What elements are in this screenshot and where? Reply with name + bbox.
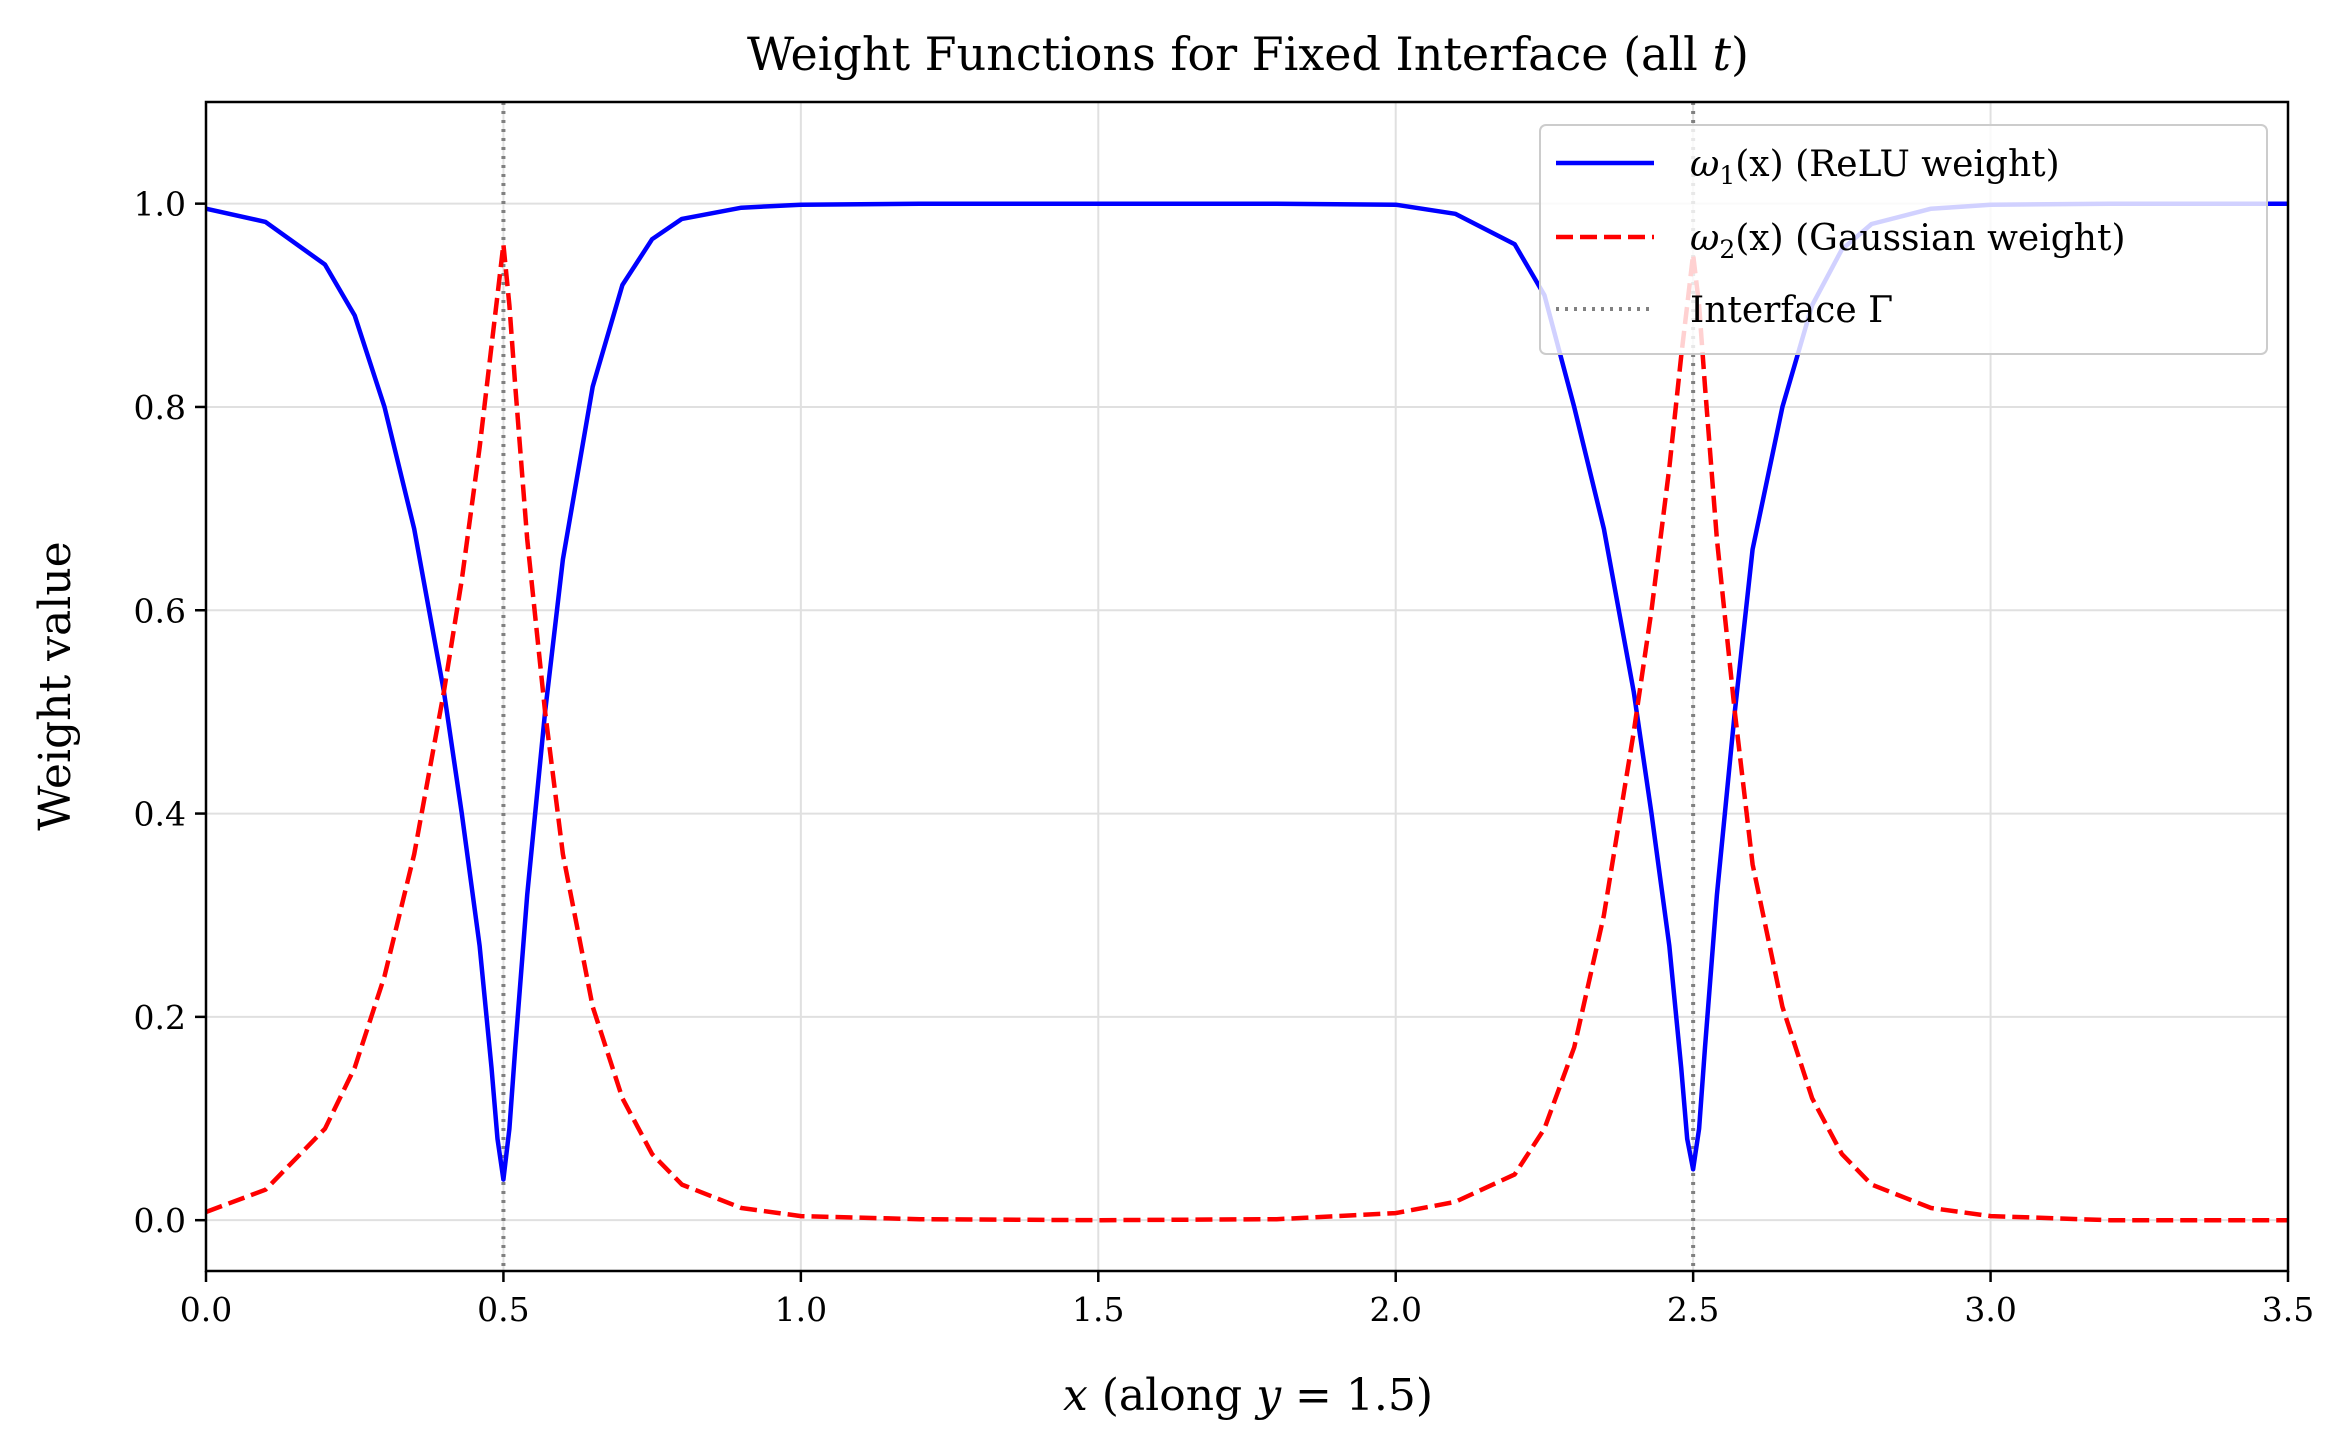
x-tick-label: 3.0 xyxy=(1964,1290,2016,1329)
legend-entry-interface: Interface Γ xyxy=(1556,290,1893,331)
legend: ω1(x) (ReLU weight) ω2(x) (Gaussian weig… xyxy=(1539,124,2268,355)
y-tick-label: 0.4 xyxy=(134,795,186,834)
y-tick-label: 0.8 xyxy=(134,388,186,427)
x-axis-title: x (along y = 1.5) xyxy=(1063,1370,1433,1421)
x-tick-label: 1.0 xyxy=(775,1290,827,1329)
x-tick-label: 2.0 xyxy=(1369,1290,1421,1329)
legend-entry-relu: ω1(x) (ReLU weight) xyxy=(1556,144,2060,190)
y-axis-title: Weight value xyxy=(30,541,81,830)
relu-weight-line xyxy=(205,201,2288,1182)
y-tick-label: 0.0 xyxy=(134,1201,186,1240)
x-tick-label: 0.0 xyxy=(180,1290,232,1329)
plot-frame xyxy=(204,100,2290,1273)
legend-label-gaussian: ω2(x) (Gaussian weight) xyxy=(1690,218,2126,264)
y-tick-label: 0.2 xyxy=(134,998,186,1037)
legend-entry-gaussian: ω2(x) (Gaussian weight) xyxy=(1556,218,2126,264)
chart-title: Weight Functions for Fixed Interface (al… xyxy=(747,27,1749,81)
x-axis-ticks: 0.0 0.5 1.0 1.5 2.0 2.5 3.0 3.5 xyxy=(180,1271,2314,1329)
x-tick-label: 2.5 xyxy=(1667,1290,1719,1329)
x-tick-label: 3.5 xyxy=(2262,1290,2314,1329)
y-tick-label: 0.6 xyxy=(134,591,186,630)
legend-label-interface: Interface Γ xyxy=(1690,290,1893,331)
gaussian-weight-line xyxy=(205,242,2288,1223)
interface-lines xyxy=(501,102,1696,1271)
y-axis-ticks: 0.0 0.2 0.4 0.6 0.8 1.0 xyxy=(134,185,206,1240)
legend-label-relu: ω1(x) (ReLU weight) xyxy=(1690,144,2060,190)
x-tick-label: 1.5 xyxy=(1072,1290,1124,1329)
series-lines xyxy=(205,201,2288,1223)
x-tick-label: 0.5 xyxy=(477,1290,529,1329)
y-tick-label: 1.0 xyxy=(134,185,186,224)
legend-box xyxy=(1539,124,2268,355)
